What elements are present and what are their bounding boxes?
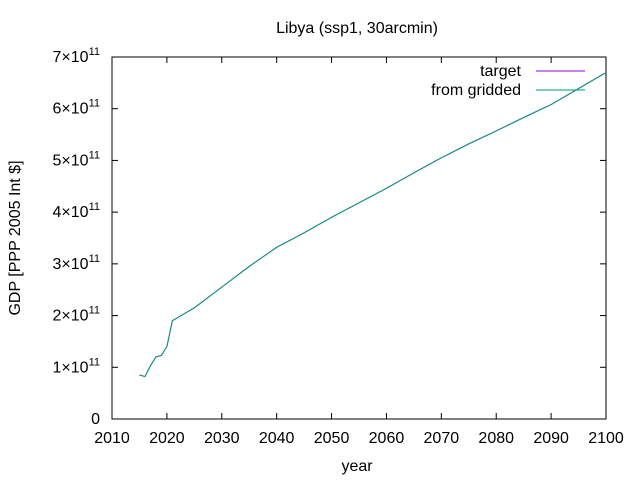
y-tick-label: 5×1011 — [53, 149, 100, 169]
x-tick-label: 2080 — [478, 430, 514, 447]
y-tick-label: 2×1011 — [53, 305, 100, 325]
y-axis: 0 1×1011 2×1011 3×1011 4×1011 5×1011 6×1011 7×1… — [53, 46, 606, 428]
x-tick-label: 2100 — [588, 430, 624, 447]
y-tick-label: 6×1011 — [53, 98, 100, 118]
x-tick-label: 2050 — [314, 430, 350, 447]
series-line-2 — [139, 72, 607, 378]
x-tick-label: 2090 — [533, 430, 569, 447]
y-tick-label: 3×1011 — [53, 253, 100, 273]
y-tick-label: 1×1011 — [53, 356, 100, 376]
x-tick-label: 2060 — [369, 430, 405, 447]
y-tick-label: 4×1011 — [53, 201, 100, 221]
x-tick-label: 2070 — [424, 430, 460, 447]
x-tick-label: 2040 — [259, 430, 295, 447]
x-axis: 2010 2020 2030 2040 2050 2060 2070 2080 2090 2100 — [94, 57, 624, 447]
x-axis-label: year — [341, 458, 373, 475]
x-tick-label: 2010 — [94, 430, 130, 447]
plot-area — [111, 56, 607, 420]
series-layer — [139, 72, 607, 378]
legend-label-2: from gridded — [431, 82, 521, 99]
legend-label-1: target — [480, 63, 521, 80]
y-tick-label: 0 — [91, 411, 100, 428]
x-tick-label: 2030 — [204, 430, 240, 447]
series-line-1 — [139, 72, 607, 378]
chart-title: Libya (ssp1, 30arcmin) — [276, 20, 438, 37]
legend: target from gridded — [431, 63, 585, 99]
y-axis-label: GDP [PPP 2005 Int $] — [7, 160, 24, 315]
y-tick-label: 7×1011 — [53, 46, 100, 66]
x-tick-label: 2020 — [149, 430, 185, 447]
